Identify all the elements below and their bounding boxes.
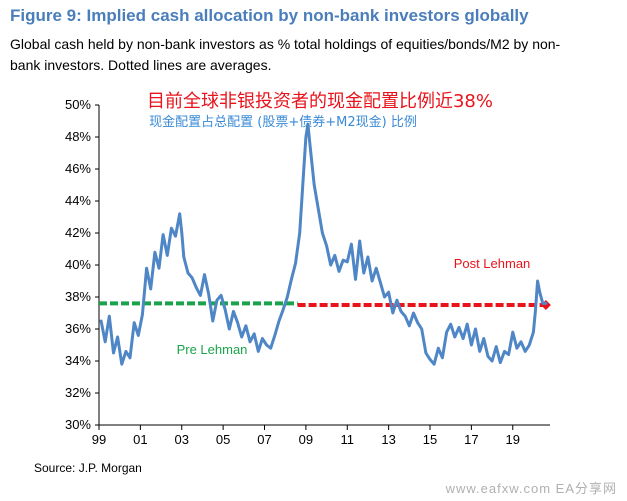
watermark: www.eafxw.com EA分享网: [445, 481, 617, 496]
y-tick-label: 48%: [65, 129, 91, 144]
y-tick-label: 46%: [65, 161, 91, 176]
figure-subtitle: Global cash held by non-bank investors a…: [10, 36, 561, 73]
y-tick-label: 38%: [65, 289, 91, 304]
y-axis-ticks: 30% 32% 34% 36% 38% 40% 42% 44% 46% 48% 50%: [65, 97, 99, 432]
y-tick-label: 32%: [65, 385, 91, 400]
x-tick-label: 03: [175, 432, 189, 447]
chart-subtitle: 现金配置占总配置 (股票+债券+M2现金) 比例: [149, 114, 417, 130]
figure-title: Figure 9: Implied cash allocation by non…: [10, 6, 529, 25]
pre-lehman-label: Pre Lehman: [177, 342, 248, 357]
x-tick-label: 01: [133, 432, 147, 447]
x-tick-label: 09: [299, 432, 313, 447]
average-lines: [99, 300, 551, 310]
x-tick-label: 11: [341, 432, 355, 447]
x-tick-label: 17: [464, 432, 478, 447]
post-lehman-label: Post Lehman: [454, 256, 531, 271]
x-tick-label: 13: [381, 432, 395, 447]
y-tick-label: 50%: [65, 97, 91, 112]
y-tick-label: 30%: [65, 417, 91, 432]
y-tick-label: 42%: [65, 225, 91, 240]
chart-title: 目前全球非银投资者的现金配置比例近38%: [147, 91, 493, 112]
y-tick-label: 36%: [65, 321, 91, 336]
cash-allocation-series-line: [99, 122, 548, 366]
y-tick-label: 40%: [65, 257, 91, 272]
y-tick-label: 44%: [65, 193, 91, 208]
x-axis-ticks: 99 01 03 05 07 09 11 13 15 17 19: [92, 425, 520, 447]
series-group: [99, 122, 548, 366]
x-tick-label: 07: [257, 432, 271, 447]
x-tick-label: 15: [423, 432, 437, 447]
source-note: Source: J.P. Morgan: [34, 461, 142, 475]
y-tick-label: 34%: [65, 353, 91, 368]
x-tick-label: 05: [216, 432, 230, 447]
x-tick-label: 99: [92, 432, 106, 447]
x-tick-label: 19: [506, 432, 520, 447]
